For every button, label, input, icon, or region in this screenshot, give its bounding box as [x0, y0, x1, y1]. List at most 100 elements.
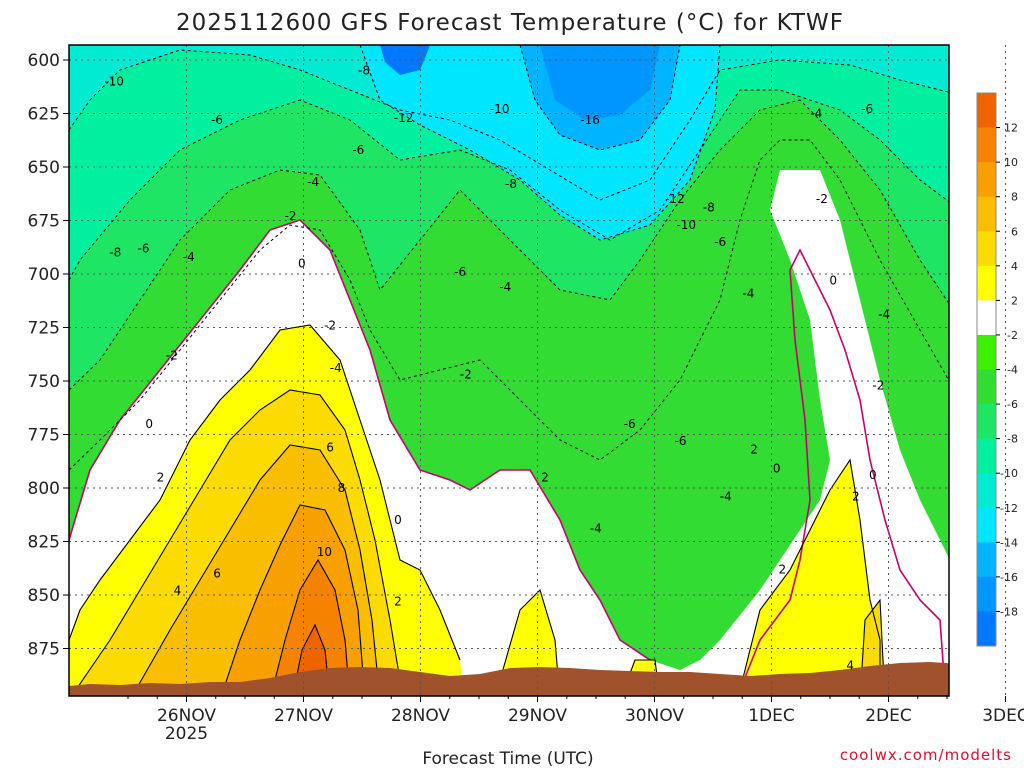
colorbar-label: -16 [1000, 571, 1018, 584]
y-tick-label: 775 [28, 426, 60, 446]
contour-label: -2 [324, 318, 336, 332]
contour-label: 2 [394, 594, 402, 608]
contour-label: -4 [720, 490, 732, 504]
colorbar-swatch [977, 576, 996, 612]
contour-label: -12 [665, 192, 685, 206]
colorbar-swatch [977, 127, 996, 163]
y-tick-label: 700 [28, 265, 60, 285]
colorbar-label: -8 [1007, 433, 1018, 446]
colorbar-label: -2 [1007, 329, 1018, 342]
colorbar-swatch [977, 265, 996, 301]
contour-label: -4 [742, 286, 754, 300]
contour-label: 0 [145, 417, 153, 431]
contour-label: 0 [829, 273, 837, 287]
colorbar-label: 6 [1011, 225, 1018, 238]
colorbar-label: -6 [1007, 398, 1018, 411]
contour-label: -10 [490, 102, 510, 116]
contour-label: 8 [338, 481, 346, 495]
contour-label: 2 [852, 490, 860, 504]
contour-label: 0 [869, 468, 877, 482]
contour-label: 6 [326, 440, 334, 454]
contour-label: -4 [810, 107, 822, 121]
x-tick-label: 26NOV [157, 706, 216, 726]
contour-label: 4 [846, 659, 854, 673]
colorbar-label: 8 [1011, 191, 1018, 204]
colorbar-swatch [977, 300, 996, 336]
contour-label: -6 [211, 113, 223, 127]
y-tick-label: 875 [28, 640, 60, 660]
contour-label: -2 [872, 378, 884, 392]
contour-label: -2 [285, 209, 297, 223]
contour-label: 6 [213, 567, 221, 581]
colorbar-swatch [977, 473, 996, 509]
y-tick-label: 850 [28, 586, 60, 606]
contour-label: 10 [317, 545, 332, 559]
y-tick-label: 600 [28, 51, 60, 71]
colorbar-swatch [977, 162, 996, 198]
contour-label: -10 [104, 74, 124, 88]
colorbar-swatch [977, 611, 996, 647]
contour-label: -16 [580, 113, 600, 127]
colorbar-label: -10 [1000, 467, 1018, 480]
credit-text[interactable]: coolwx.com/modelts [840, 746, 1012, 764]
zero-contour-line [69, 219, 946, 691]
region-10-to-12 [271, 560, 350, 696]
y-tick-label: 825 [28, 533, 60, 553]
colorbar-label: 2 [1011, 294, 1018, 307]
contour-label: 2 [541, 470, 549, 484]
contour-label: -4 [183, 250, 195, 264]
colorbar-swatch [977, 196, 996, 232]
colorbar-label: 4 [1011, 260, 1018, 273]
solid-isotherms [69, 324, 886, 696]
region-minus-16-to-minus-18 [540, 45, 660, 120]
contour-label: 0 [773, 462, 781, 476]
x-tick-label: 2DEC [865, 706, 912, 726]
contour-label: -6 [454, 265, 466, 279]
colorbar: 12 10 8 6 4 2 -2 -4 -6 -8 -10 -12 -14 -16 -18 [976, 92, 1018, 647]
y-tick-label: 800 [28, 479, 60, 499]
contour-labels: -10 -8 -6 -12 -10 -16 -4 -6 -6 -4 -8 -12 -8 -2 -2 -10 -8… [104, 64, 890, 673]
contour-label: 2 [750, 442, 758, 456]
gridlines [69, 45, 1006, 696]
contour-label: -10 [676, 218, 696, 232]
colorbar-swatch [977, 231, 996, 267]
contour-label: -12 [394, 111, 414, 125]
colorbar-swatch [977, 404, 996, 440]
x-tick-label: 30NOV [625, 706, 684, 726]
x-axis-title: Forecast Time (UTC) [422, 749, 593, 768]
contour-label: 2 [157, 470, 165, 484]
colorbar-label: -18 [1000, 605, 1018, 618]
contour-label: -2 [816, 192, 828, 206]
contour-label: -6 [624, 417, 636, 431]
contour-label: -6 [714, 235, 726, 249]
contour-label: -2 [166, 348, 178, 362]
colorbar-swatch [977, 507, 996, 543]
contour-label: -8 [505, 177, 517, 191]
contour-label: -6 [138, 241, 150, 255]
x-tick-label: 27NOV [274, 706, 333, 726]
y-tick-label: 650 [28, 158, 60, 178]
contour-label: 2 [778, 562, 786, 576]
x-tick-label: 3DEC [982, 706, 1024, 726]
x-tick-label: 29NOV [508, 706, 567, 726]
y-tick-label: 625 [28, 105, 60, 125]
contour-label: -4 [330, 361, 342, 375]
y-tick-label: 675 [28, 212, 60, 232]
colorbar-label: -14 [1000, 536, 1018, 549]
x-tick-label: 1DEC [748, 706, 795, 726]
contour-label: -6 [861, 102, 873, 116]
contour-label: -4 [878, 308, 890, 322]
y-axis: 600 625 650 675 700 725 750 775 800 825 850 875 [28, 51, 69, 660]
contour-label: -4 [590, 522, 602, 536]
y-tick-label: 750 [28, 372, 60, 392]
colorbar-swatch [977, 334, 996, 370]
colorbar-swatch [977, 93, 996, 129]
x-tick-label: 28NOV [391, 706, 450, 726]
colorbar-label: 10 [1004, 156, 1018, 169]
contour-label: 4 [174, 584, 182, 598]
y-tick-label: 725 [28, 319, 60, 339]
contour-label: -6 [675, 434, 687, 448]
contour-label: -4 [499, 280, 511, 294]
